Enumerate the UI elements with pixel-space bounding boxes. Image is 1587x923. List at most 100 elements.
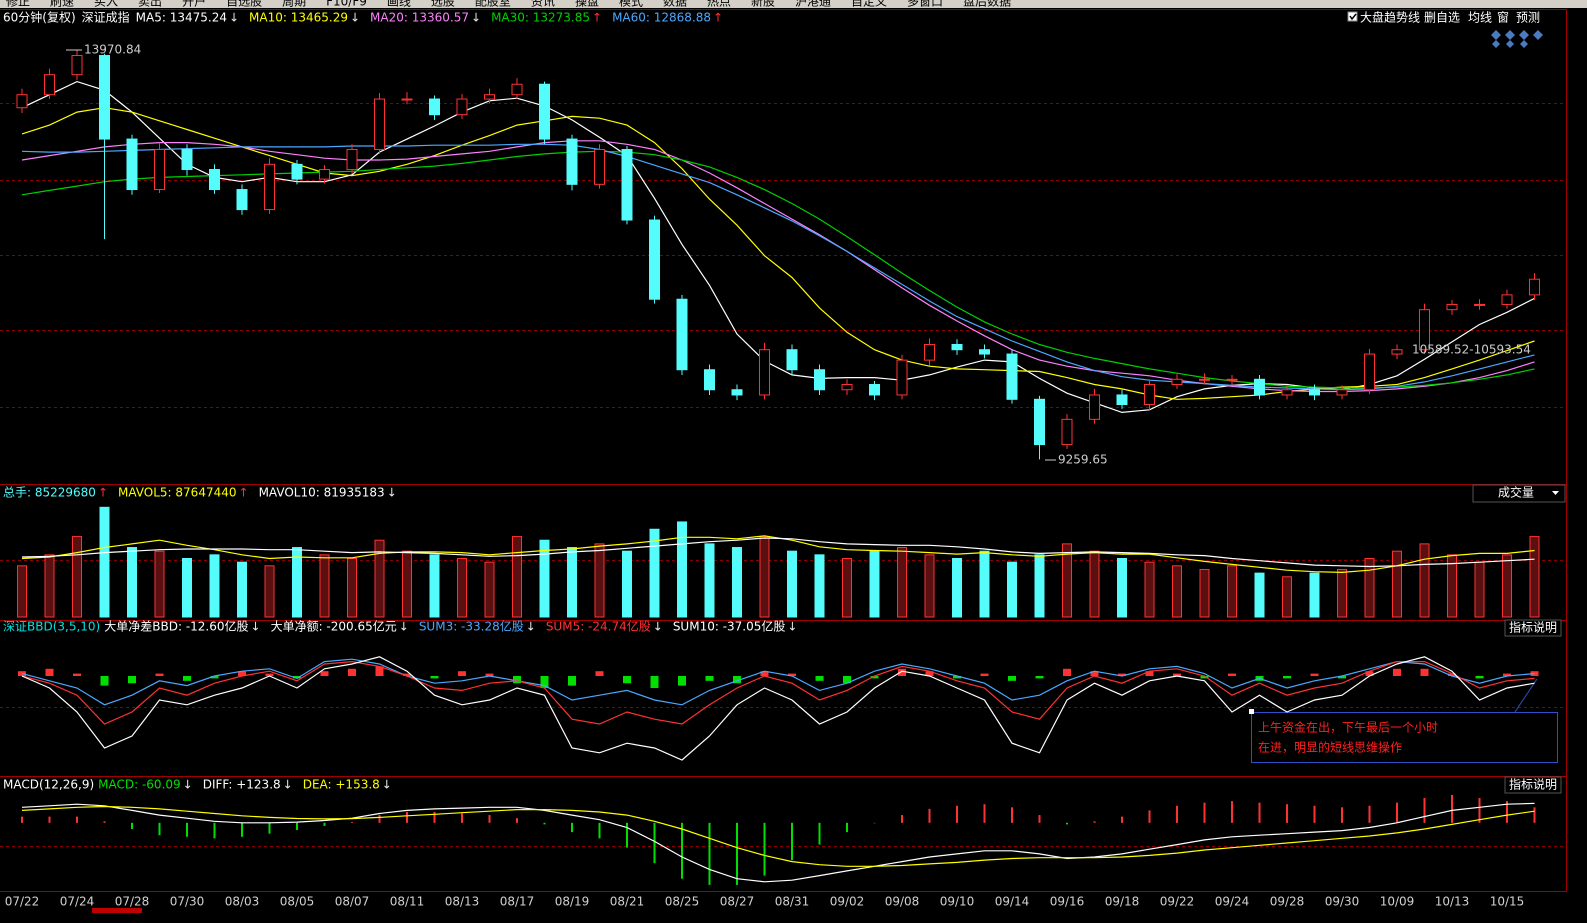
tool-button[interactable]: 删自选 (1424, 11, 1460, 25)
macd-bar (1313, 805, 1316, 823)
toolbar-button[interactable]: F10/F9 (326, 0, 367, 9)
candle-body (1309, 389, 1320, 396)
toolbar-button[interactable]: 开户 (182, 0, 206, 9)
indicator-button[interactable]: 指标说明 (1509, 620, 1557, 635)
volume-bar (732, 547, 742, 618)
selector[interactable]: 成交量 (1498, 485, 1534, 500)
macd-bar (708, 822, 711, 885)
x-tick-label: 07/28 (115, 895, 150, 909)
bbd-bar (1090, 671, 1099, 676)
volume-bar (319, 554, 330, 618)
button-box[interactable] (1504, 776, 1562, 794)
legend-entry: MA30: 13273.85 (491, 11, 590, 25)
candle-body (539, 83, 550, 140)
chart-subtitle: 深证成指 (82, 10, 130, 25)
toolbar-button[interactable]: 买入 (94, 0, 118, 9)
toolbar-button[interactable]: 多窗口 (907, 0, 943, 9)
toolbar-button[interactable]: 卖出 (138, 0, 162, 9)
toolbar-button[interactable]: 配股室 (475, 0, 511, 9)
toolbar-button[interactable]: 数据 (663, 0, 687, 9)
toolbar-button[interactable]: 自选股 (226, 0, 262, 9)
tool-button[interactable]: 预测 (1516, 11, 1540, 25)
volume-bar (539, 539, 550, 618)
bbd-bar (320, 671, 329, 676)
legend-trend: ↓ (183, 778, 193, 792)
button-box[interactable] (1504, 619, 1562, 637)
annotation-leader (1514, 678, 1538, 713)
toolbar-button[interactable]: 修正 (6, 0, 30, 9)
volume-bar (622, 550, 632, 618)
toolbar-button[interactable]: 盘后数据 (963, 0, 1011, 9)
date-highlight (92, 908, 142, 913)
checkmark (1349, 13, 1357, 21)
toolbar-button[interactable]: 自定义 (851, 0, 887, 9)
selector-box[interactable] (1472, 484, 1566, 503)
volume-bar (209, 554, 220, 618)
volume-bar (567, 547, 577, 618)
candle-body (71, 55, 83, 76)
volume-bar (402, 550, 412, 618)
window-icons (1491, 30, 1543, 48)
tool-button[interactable]: 大盘趋势线 (1360, 10, 1420, 25)
candle-body (209, 169, 220, 191)
bbd-bar (210, 676, 219, 679)
toolbar-button[interactable]: 刷速 (50, 0, 74, 9)
macd-bar (681, 822, 683, 879)
macd-line (21, 802, 1535, 883)
toolbar-button[interactable]: 资讯 (531, 0, 555, 9)
legend-trend: ↓ (350, 11, 360, 25)
x-tick-label: 08/31 (775, 895, 810, 909)
x-tick-label: 08/11 (390, 895, 425, 909)
tool-button[interactable]: 窗 (1497, 11, 1509, 25)
toolbar-button[interactable]: 周期 (282, 0, 306, 9)
bbd-bar (1118, 673, 1126, 676)
bbd-bar (1393, 668, 1401, 676)
toolbar-button[interactable]: 选股 (431, 0, 455, 9)
bbd-bar (155, 673, 164, 676)
toolbar-button[interactable]: 画线 (387, 0, 411, 9)
toolbar-button[interactable]: 新股 (751, 0, 775, 9)
bbd-bar (595, 671, 604, 676)
toolbar-button[interactable]: 沪港通 (795, 0, 831, 9)
volume-bar (182, 558, 192, 618)
annotation-text: 上午资金在出，下午最后一个小时 (1258, 720, 1438, 735)
volume-bar (1089, 550, 1100, 618)
macd-bar (378, 815, 381, 823)
candle-body (704, 369, 715, 391)
candle-body (1446, 303, 1458, 311)
macd-bar (186, 822, 188, 837)
volume-bar (127, 547, 137, 618)
volume-bar (429, 554, 440, 618)
toolbar-button[interactable]: 操盘 (575, 0, 599, 9)
legend-trend: ↓ (471, 11, 481, 25)
candle-body (951, 343, 963, 351)
candle-body (869, 384, 880, 396)
volume-bar (237, 561, 247, 618)
macd-bar (1396, 802, 1398, 823)
candle-body (456, 98, 468, 116)
sum-line (21, 656, 1535, 761)
stat-text: 大单净额: -200.65亿元 (271, 619, 397, 634)
bbd-bar (650, 676, 659, 688)
macd-bar (1011, 807, 1013, 823)
toolbar-button[interactable]: 热点 (707, 0, 731, 9)
candle-body (374, 98, 385, 151)
candle-body (16, 94, 28, 109)
tool-button[interactable]: 均线 (1468, 11, 1492, 25)
x-tick-label: 08/21 (610, 895, 645, 909)
toolbar-button[interactable]: 模式 (619, 0, 643, 9)
candle-body (511, 83, 523, 96)
volume-bar (457, 558, 467, 618)
volume-bar (99, 506, 110, 618)
candle-body (621, 149, 633, 221)
checkbox[interactable] (1347, 11, 1358, 22)
legend-entry: MA60: 12868.88 (612, 11, 711, 25)
indicator-button[interactable]: 指标说明 (1509, 777, 1557, 792)
candle-body (1391, 349, 1403, 355)
bbd-bar (705, 676, 714, 681)
candle-body (1226, 378, 1238, 381)
ma-line (21, 143, 1535, 391)
candle-body (319, 169, 330, 180)
toolbar-items: 修正 刷速 买入 卖出 开户 自选股 周期 F10/F9 画线 选股 配股室 资讯 操盘 模式 数据 热点 新股… (6, 0, 1011, 9)
bbd-bar (403, 673, 411, 676)
